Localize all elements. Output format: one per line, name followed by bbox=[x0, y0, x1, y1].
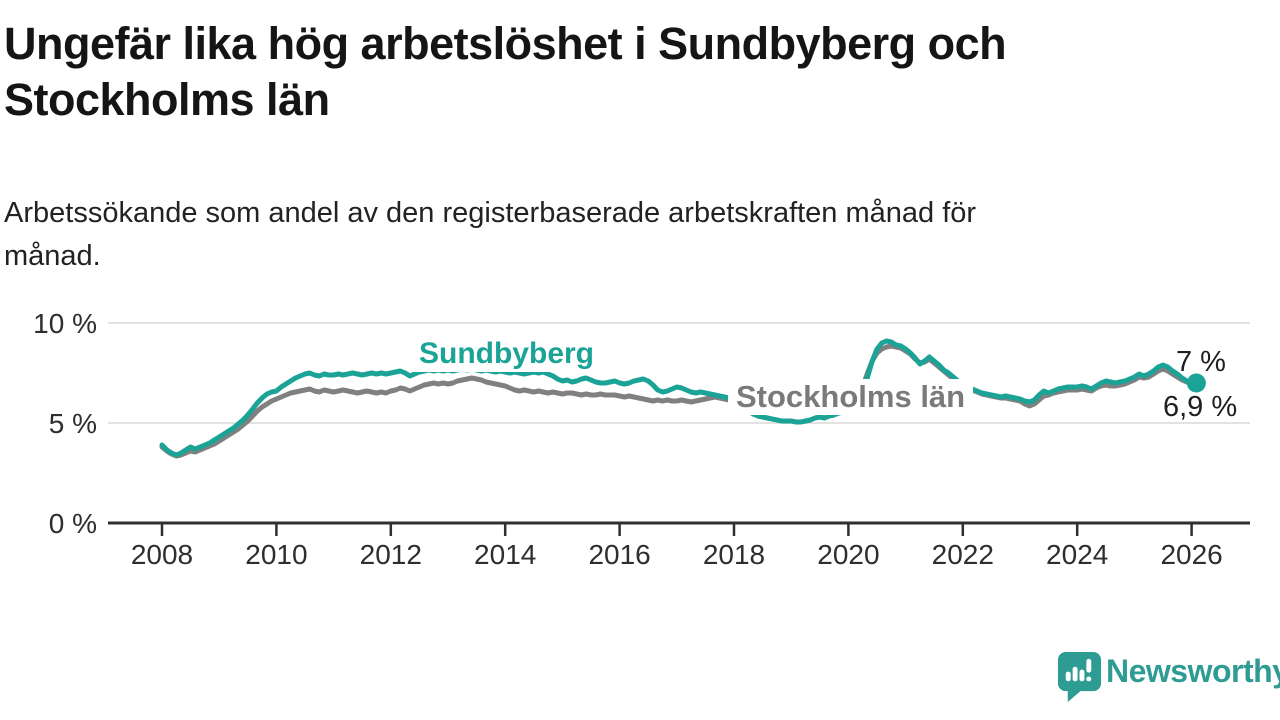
x-axis-tick-label: 2012 bbox=[360, 539, 422, 570]
chart-title-line2: Stockholms län bbox=[4, 74, 330, 125]
newsworthy-wordmark: Newsworthy bbox=[1106, 653, 1280, 689]
series-label-stockholms-lan: Stockholms län bbox=[728, 379, 974, 415]
x-axis-tick-label: 2020 bbox=[817, 539, 879, 570]
x-axis-tick-label: 2024 bbox=[1046, 539, 1108, 570]
y-axis-tick-label: 10 % bbox=[33, 308, 97, 339]
y-axis-tick-label: 0 % bbox=[49, 508, 97, 539]
chart-subtitle-line1: Arbetssökande som andel av den registerb… bbox=[4, 197, 977, 229]
chart-title: Ungefär lika hög arbetslöshet i Sundbybe… bbox=[4, 16, 1264, 128]
x-axis-tick-label: 2018 bbox=[703, 539, 765, 570]
line-chart: 0 % 5 % 10 % 2008 2010 2012 2014 2016 2018 2020 20… bbox=[33, 308, 1250, 570]
x-axis-tick-label: 2026 bbox=[1160, 539, 1222, 570]
x-axis-tick-label: 2022 bbox=[932, 539, 994, 570]
chart-subtitle: Arbetssökande som andel av den registerb… bbox=[4, 192, 1264, 278]
x-axis-tick-label: 2016 bbox=[588, 539, 650, 570]
series-end-dot bbox=[1186, 373, 1206, 393]
series-label-sundbyberg: Sundbyberg bbox=[412, 336, 602, 372]
end-value-label-stockholms-lan: 6,9 % bbox=[1163, 391, 1238, 423]
x-axis-tick-label: 2010 bbox=[245, 539, 307, 570]
newsworthy-logo bbox=[1056, 650, 1103, 702]
newsworthy-logo-icon bbox=[1057, 652, 1102, 702]
x-axis-tick-label: 2008 bbox=[131, 539, 193, 570]
y-axis-tick-label: 5 % bbox=[49, 408, 97, 439]
series-line-stockholms-l-n bbox=[159, 343, 1199, 459]
x-axis-tick-label: 2014 bbox=[474, 539, 536, 570]
series-line-sundbyberg bbox=[159, 338, 1199, 458]
end-value-label-sundbyberg: 7 % bbox=[1176, 346, 1226, 378]
chart-title-line1: Ungefär lika hög arbetslöshet i Sundbybe… bbox=[4, 18, 1007, 69]
chart-subtitle-line2: månad. bbox=[4, 240, 101, 272]
